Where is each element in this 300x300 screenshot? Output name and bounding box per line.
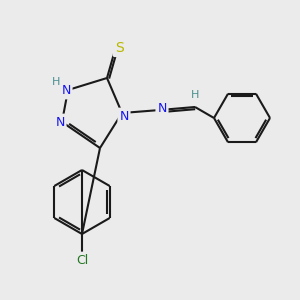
- Text: S: S: [115, 41, 123, 55]
- Text: H: H: [52, 77, 60, 87]
- Text: Cl: Cl: [76, 254, 88, 266]
- Text: N: N: [119, 110, 129, 122]
- Text: H: H: [191, 90, 199, 100]
- Text: N: N: [61, 85, 71, 98]
- Text: N: N: [157, 101, 167, 115]
- Text: N: N: [55, 116, 65, 128]
